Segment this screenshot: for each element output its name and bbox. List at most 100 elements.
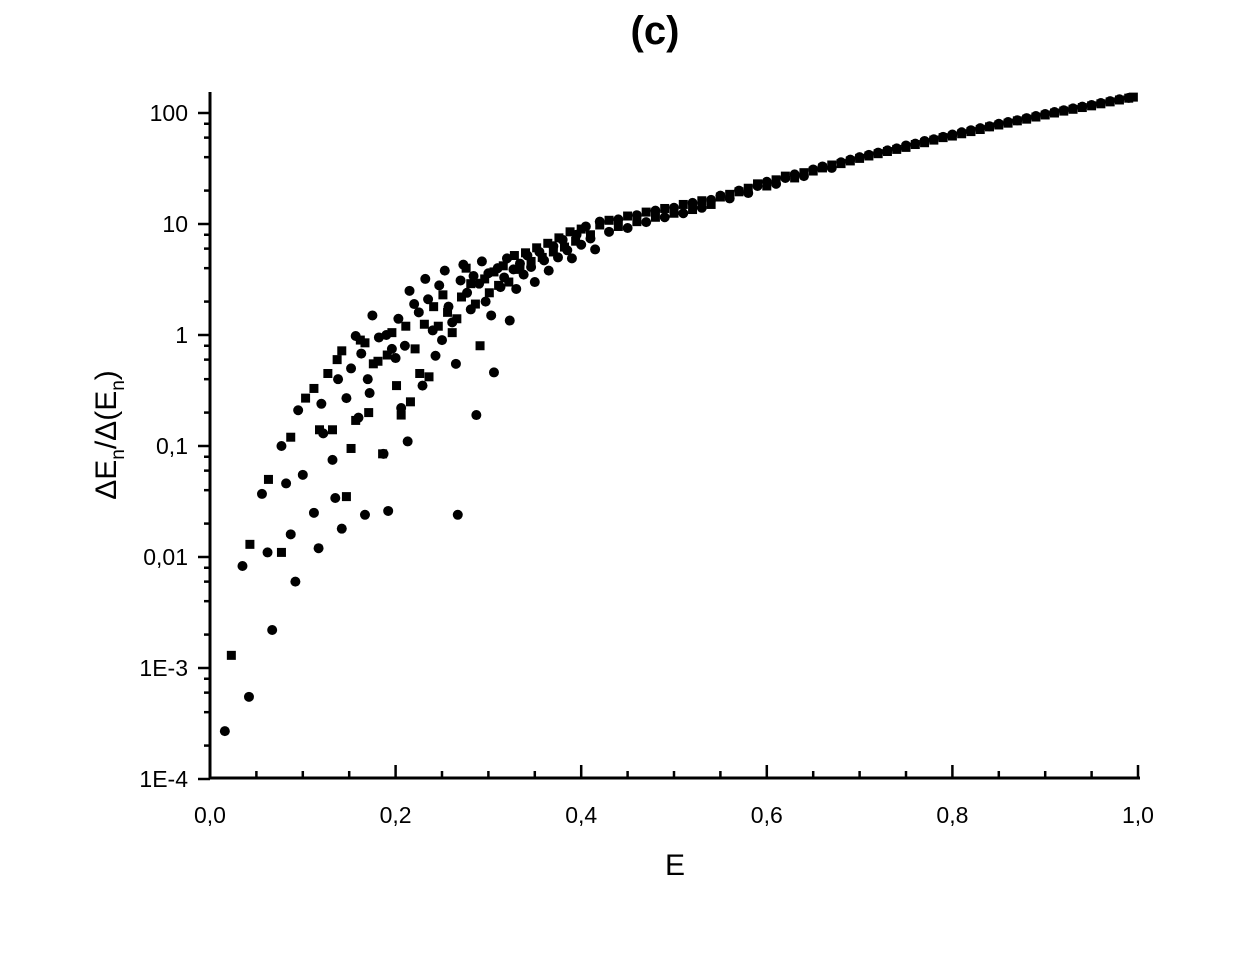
data-point-circle — [308, 507, 319, 518]
data-point-square — [461, 263, 471, 273]
data-point-circle — [450, 358, 461, 369]
plot-area: 0,0 0,2 0,4 0,6 0,8 1,0 1E-4 1E-3 0,01 0,1 1 10 100 — [139, 92, 1154, 828]
data-point-square — [947, 131, 957, 141]
data-point-circle — [281, 478, 292, 489]
data-point-square — [301, 393, 311, 403]
data-point-square — [415, 368, 425, 378]
data-point-circle — [529, 277, 540, 288]
data-point-square — [585, 230, 595, 240]
x-tick-label: 0,4 — [565, 802, 597, 828]
data-point-square — [623, 211, 633, 221]
data-point-circle — [293, 405, 304, 416]
data-point-circle — [267, 624, 278, 635]
y-axis-title-part: ΔE — [90, 460, 123, 500]
data-point-circle — [396, 402, 407, 413]
data-point-square — [543, 238, 553, 248]
data-point-square — [309, 383, 319, 393]
data-point-circle — [262, 547, 273, 558]
data-point-square — [994, 120, 1004, 130]
data-point-square — [734, 187, 744, 197]
data-point-square — [392, 381, 402, 391]
data-point-circle — [590, 244, 601, 255]
data-point-circle — [486, 310, 497, 321]
data-point-circle — [543, 265, 554, 276]
data-point-square — [1114, 95, 1124, 105]
y-tick-label: 1E-3 — [139, 655, 188, 681]
data-point-circle — [256, 488, 267, 499]
data-point-square — [484, 288, 494, 298]
x-tick-label: 0,0 — [194, 802, 226, 828]
data-point-square — [892, 144, 902, 154]
data-point-circle — [346, 363, 357, 374]
data-point-square — [576, 224, 586, 234]
data-point-square — [743, 183, 753, 193]
data-point-square — [456, 292, 466, 302]
data-point-circle — [434, 280, 445, 291]
data-point-circle — [504, 315, 515, 326]
data-point-square — [957, 129, 967, 139]
data-point-square — [836, 159, 846, 169]
data-point-square — [799, 168, 809, 178]
data-point-square — [1105, 97, 1115, 107]
data-point-square — [613, 221, 623, 231]
data-point-square — [452, 314, 462, 324]
data-point-circle — [413, 307, 424, 318]
data-point-square — [396, 410, 406, 420]
data-point-circle — [439, 265, 450, 276]
data-point-circle — [393, 313, 404, 324]
data-point-square — [1128, 92, 1138, 102]
data-point-square — [378, 449, 388, 459]
data-point-circle — [237, 560, 248, 571]
data-point-circle — [659, 212, 670, 223]
data-point-square — [489, 267, 499, 277]
data-point-circle — [402, 436, 413, 447]
data-point-circle — [333, 374, 344, 385]
data-point-square — [966, 127, 976, 137]
data-point-square — [901, 142, 911, 152]
data-point-square — [753, 179, 763, 189]
data-point-circle — [641, 217, 652, 228]
data-point-square — [480, 274, 490, 284]
data-point-square — [669, 208, 679, 218]
data-point-circle — [359, 509, 370, 520]
data-point-square — [697, 196, 707, 206]
y-axis-title-part: /Δ(E — [90, 391, 123, 449]
data-point-square — [706, 199, 716, 209]
data-point-square — [1059, 106, 1069, 116]
data-point-circle — [367, 310, 378, 321]
y-tick-label: 0,1 — [156, 433, 188, 459]
data-point-circle — [488, 367, 499, 378]
data-point-square — [315, 425, 325, 435]
data-point-circle — [430, 350, 441, 361]
data-point-square — [790, 173, 800, 183]
data-point-circle — [364, 388, 375, 399]
data-point-square — [509, 251, 519, 261]
data-point-square — [882, 146, 892, 156]
data-point-square — [827, 160, 837, 170]
data-point-square — [565, 227, 575, 237]
data-point-square — [1049, 108, 1059, 118]
data-point-square — [1003, 118, 1013, 128]
x-tick-label: 0,8 — [936, 802, 968, 828]
y-tick-label: 0,01 — [143, 544, 188, 570]
data-point-circle — [243, 691, 254, 702]
data-point-square — [405, 397, 415, 407]
data-point-square — [1031, 112, 1041, 122]
data-point-circle — [276, 441, 287, 451]
data-point-square — [1068, 104, 1078, 114]
data-point-square — [1012, 116, 1022, 126]
data-point-circle — [327, 454, 338, 465]
data-point-square — [447, 328, 457, 338]
data-point-circle — [313, 543, 324, 554]
x-axis-title: E — [665, 849, 685, 882]
data-point-circle — [696, 202, 707, 213]
data-point-square — [424, 372, 434, 382]
data-point-circle — [468, 271, 479, 282]
data-point-square — [985, 122, 995, 132]
data-point-square — [1096, 99, 1106, 109]
data-point-square — [351, 415, 361, 425]
data-point-square — [532, 243, 542, 253]
data-point-circle — [613, 214, 624, 225]
data-point-square — [537, 252, 547, 262]
